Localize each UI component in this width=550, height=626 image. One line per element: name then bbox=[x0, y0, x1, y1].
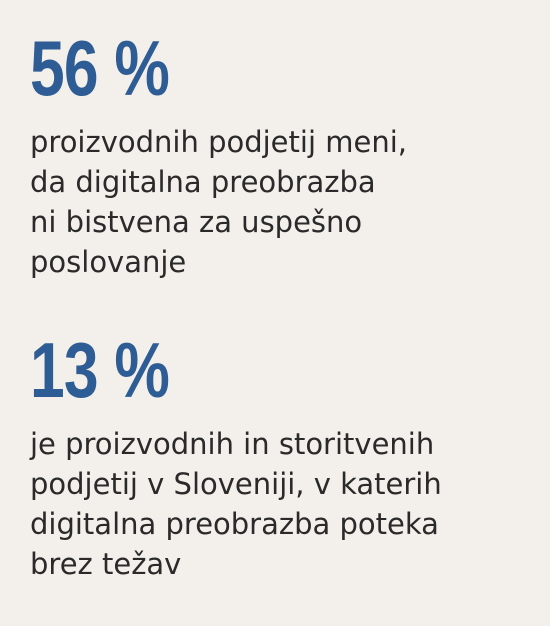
stat-value: 13 % bbox=[30, 326, 170, 414]
stat-description: je proizvodnih in storitvenih podjetij v… bbox=[30, 424, 442, 584]
stat-description-line: proizvodnih podjetij meni, bbox=[30, 125, 407, 159]
stat-value: 56 % bbox=[30, 24, 170, 112]
stat-description-line: je proizvodnih in storitvenih bbox=[30, 427, 435, 461]
stat-description-line: da digitalna preobrazba bbox=[30, 165, 376, 199]
stat-description-line: ni bistvena za uspešno bbox=[30, 205, 363, 239]
stat-description: proizvodnih podjetij meni, da digitalna … bbox=[30, 122, 407, 282]
stat-description-line: brez težav bbox=[30, 547, 182, 581]
stat-description-line: digitalna preobrazba poteka bbox=[30, 507, 439, 541]
stat-description-line: podjetij v Sloveniji, v katerih bbox=[30, 467, 442, 501]
stat-block-slovenia: 13 % je proizvodnih in storitvenih podje… bbox=[30, 328, 442, 584]
stat-block-manufacturing: 56 % proizvodnih podjetij meni, da digit… bbox=[30, 26, 407, 282]
stat-description-line: poslovanje bbox=[30, 245, 187, 279]
